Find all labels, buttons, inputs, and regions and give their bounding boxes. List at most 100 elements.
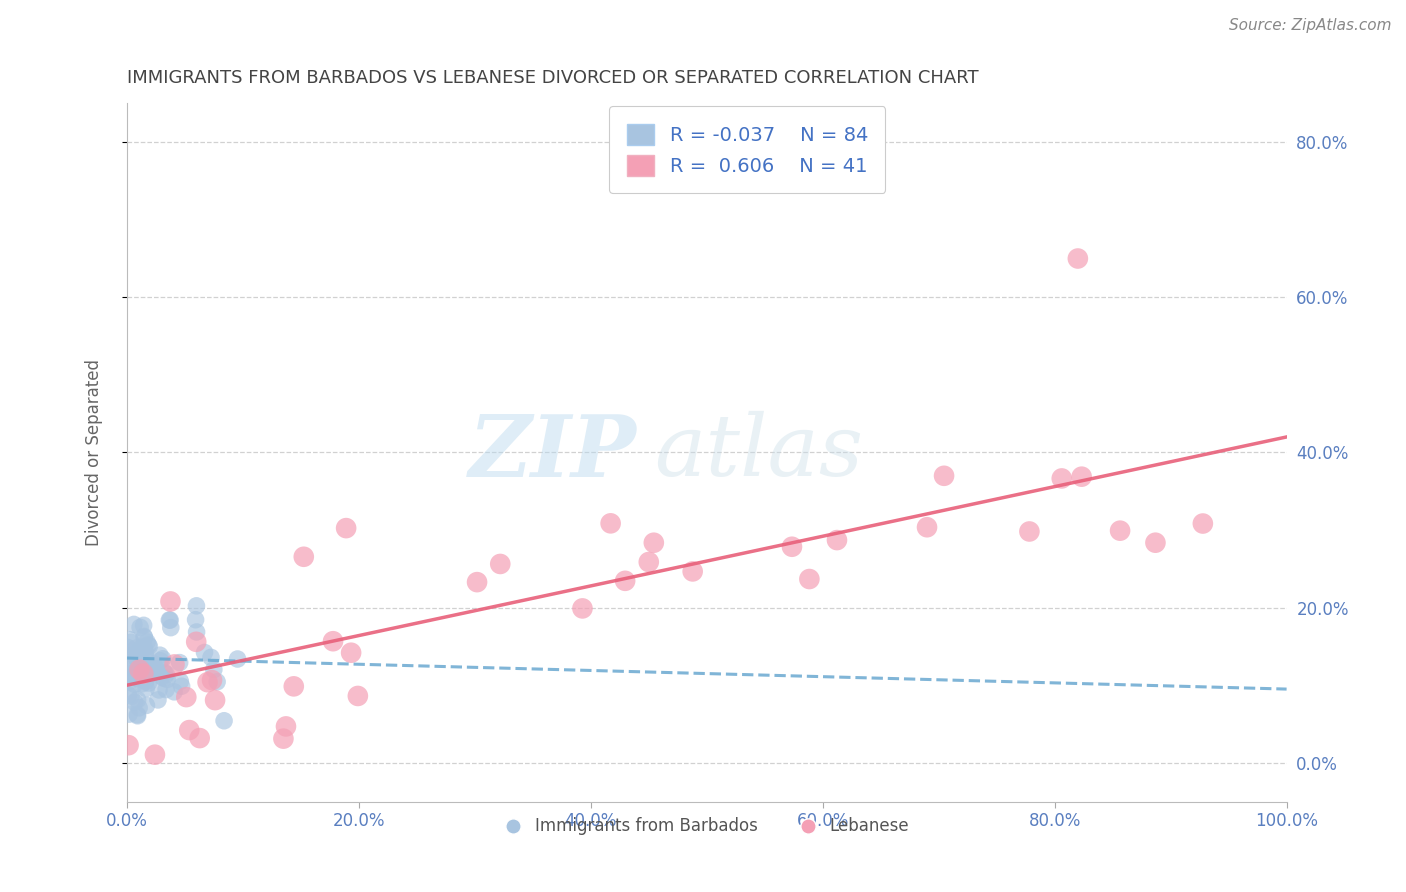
Point [156,673,179,687]
Point [134,673,156,688]
Point [273,731,295,746]
Point [825,533,848,547]
Point [283,679,305,693]
Point [129,620,152,634]
Point [128,663,150,677]
Point [179,723,201,737]
Text: Source: ZipAtlas.com: Source: ZipAtlas.com [1229,18,1392,33]
Point [571,601,593,615]
Point [124,695,146,709]
Point [184,613,207,627]
Point [117,688,139,702]
Point [169,656,191,670]
Point [212,714,235,728]
Point [118,674,141,689]
Point [127,672,149,686]
Point [148,682,170,697]
Point [120,666,142,681]
Point [117,640,139,655]
Point [127,658,149,673]
Point [159,621,181,635]
Point [186,599,208,613]
Point [915,520,938,534]
Point [132,641,155,656]
Point [141,667,163,681]
Point [637,555,659,569]
Point [143,747,166,762]
Point [134,658,156,673]
Point [118,656,141,670]
Point [1144,535,1167,549]
Point [274,719,297,733]
Point [128,643,150,657]
Point [138,668,160,682]
Point [118,632,141,647]
Point [125,651,148,665]
Point [131,646,153,660]
Point [131,676,153,690]
Point [121,669,143,683]
Point [125,641,148,656]
Point [128,700,150,714]
Point [122,648,145,663]
Point [1109,524,1132,538]
Point [682,565,704,579]
Point [1067,252,1090,266]
Point [149,648,172,663]
Point [1192,516,1215,531]
Point [159,613,181,627]
Point [129,646,152,660]
Point [127,693,149,707]
Point [489,557,512,571]
Point [138,640,160,654]
Point [134,640,156,655]
Point [292,549,315,564]
Point [134,630,156,644]
Point [136,635,159,649]
Point [135,674,157,689]
Point [465,575,488,590]
Point [136,665,159,679]
Point [152,652,174,666]
Point [142,659,165,673]
Point [1070,469,1092,483]
Point [643,535,665,549]
Point [139,661,162,675]
Point [201,673,224,687]
Text: ZIP: ZIP [470,410,637,494]
Point [117,738,139,752]
Point [149,654,172,668]
Point [129,665,152,679]
Point [335,521,357,535]
Point [163,657,186,672]
Point [138,676,160,690]
Point [120,690,142,704]
Point [200,650,222,665]
Point [197,675,219,690]
Point [614,574,637,588]
Point [115,648,138,663]
Point [145,661,167,675]
Text: atlas: atlas [655,411,863,494]
Point [780,540,803,554]
Point [134,648,156,663]
Point [157,613,180,627]
Point [153,665,176,680]
Point [118,707,141,722]
Point [205,674,228,689]
Point [322,634,344,648]
Point [1018,524,1040,539]
Point [134,631,156,645]
Point [132,666,155,681]
Point [138,638,160,652]
Point [193,645,215,659]
Point [127,708,149,723]
Y-axis label: Divorced or Separated: Divorced or Separated [86,359,103,546]
Point [155,667,177,681]
Point [347,689,370,703]
Point [163,685,186,699]
Point [159,594,181,608]
Point [226,652,249,666]
Point [146,693,169,707]
Point [135,681,157,696]
